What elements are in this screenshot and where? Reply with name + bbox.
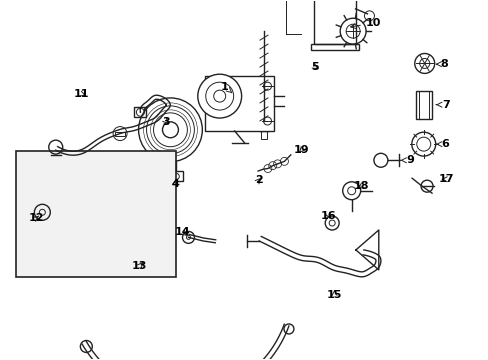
Text: 16: 16	[320, 211, 336, 221]
Text: 18: 18	[353, 181, 368, 192]
Circle shape	[197, 74, 241, 118]
Text: 19: 19	[294, 144, 309, 154]
Text: 15: 15	[326, 290, 342, 300]
Text: 1: 1	[221, 82, 231, 93]
Bar	[204, 76, 274, 131]
Text: 7: 7	[435, 100, 448, 110]
Text: 6: 6	[435, 139, 448, 149]
Text: 12: 12	[29, 213, 44, 222]
Text: 10: 10	[350, 18, 381, 28]
Bar	[259, 121, 268, 131]
Text: 8: 8	[436, 59, 447, 69]
Text: 13: 13	[132, 261, 147, 271]
Bar	[261, 131, 266, 139]
Text: 11: 11	[73, 89, 89, 99]
Bar	[418, 91, 428, 119]
Bar	[16, 151, 176, 277]
Text: 2: 2	[255, 175, 263, 185]
Text: 5: 5	[311, 62, 318, 72]
Bar	[134, 107, 146, 117]
Bar	[313, 0, 355, 44]
Bar	[415, 91, 431, 119]
Bar	[115, 132, 125, 136]
Text: 4: 4	[171, 179, 179, 189]
Text: 3: 3	[163, 117, 170, 127]
Bar	[169, 171, 183, 181]
Text: 14: 14	[174, 227, 189, 237]
Circle shape	[113, 127, 127, 140]
Bar	[310, 44, 358, 50]
Text: 9: 9	[400, 155, 413, 165]
Text: 17: 17	[438, 174, 453, 184]
